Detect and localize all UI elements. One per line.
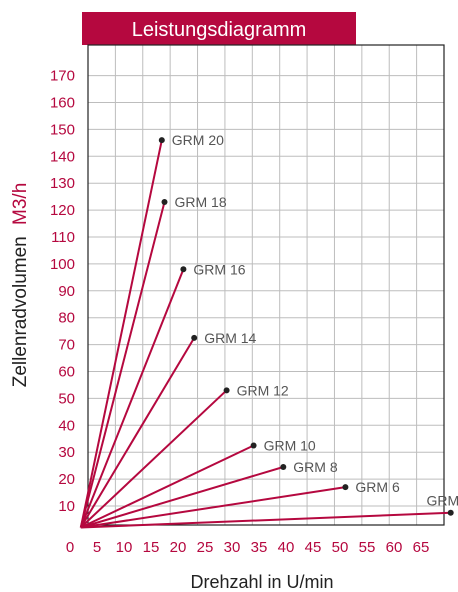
y-tick-label: 140 xyxy=(50,148,75,165)
x-tick-label: 5 xyxy=(93,539,101,556)
series-label: GRM 8 xyxy=(293,459,338,475)
y-tick-label: 120 xyxy=(50,202,75,219)
series-point xyxy=(158,137,165,144)
series-label: GRM 18 xyxy=(175,194,227,210)
x-tick-label: 15 xyxy=(143,539,160,556)
series-line xyxy=(80,486,346,529)
series-line xyxy=(79,268,185,528)
x-tick-label: 30 xyxy=(224,539,241,556)
series-line xyxy=(80,466,284,529)
series-label: GRM 20 xyxy=(172,132,224,148)
y-tick-label: 80 xyxy=(58,310,75,327)
series-point xyxy=(342,484,349,491)
series-point xyxy=(180,266,187,273)
x-axis-label: Drehzahl in U/min xyxy=(190,572,333,592)
series-line xyxy=(79,337,196,529)
y-axis-label-unit: M3/h xyxy=(10,183,31,225)
series: GRM 20 GRM 18 GRM 16 GRM 14 GRM 12 GRM 10 GRM … xyxy=(79,132,458,529)
series-point xyxy=(161,199,168,206)
y-axis-label-main: Zellenradvolumen xyxy=(10,236,31,387)
series-point xyxy=(447,509,454,516)
series-point xyxy=(223,387,230,394)
y-tick-label: 20 xyxy=(58,471,75,488)
x-tick-label: 25 xyxy=(197,539,214,556)
y-tick-label: 130 xyxy=(50,175,75,192)
series-line xyxy=(80,389,228,529)
y-tick-label: 30 xyxy=(58,444,75,461)
series-point xyxy=(280,463,287,470)
y-tick-label: 100 xyxy=(50,256,75,273)
x-tick-label: 20 xyxy=(170,539,187,556)
series-label: GRM 16 xyxy=(193,261,245,277)
series-label: GRM 6 xyxy=(355,479,400,495)
x-tick-label: 60 xyxy=(386,539,403,556)
series-point xyxy=(250,442,257,449)
series-line xyxy=(80,511,451,529)
y-tick-label: 150 xyxy=(50,121,75,138)
y-tick-label: 160 xyxy=(50,95,75,112)
y-tick-label: 170 xyxy=(50,68,75,85)
y-tick-label: 40 xyxy=(58,417,75,434)
chart-title-bar xyxy=(82,12,356,45)
series-label: GRM 14 xyxy=(204,330,256,346)
grid xyxy=(88,45,445,525)
y-tick-label: 60 xyxy=(58,364,75,381)
x-tick-label: 45 xyxy=(305,539,322,556)
y-tick-label: 50 xyxy=(58,390,75,407)
series-label: GRM 10 xyxy=(264,437,316,453)
y-tick-label: 110 xyxy=(51,229,75,246)
y-axis-ticks: 10 20 30 40 50 60 70 80 90 100 110 120 130 140 150 160 1… xyxy=(50,68,75,515)
x-tick-label: 0 xyxy=(66,539,74,556)
x-tick-label: 40 xyxy=(278,539,295,556)
y-axis-label: Zellenradvolumen M3/h xyxy=(10,183,31,388)
plot-frame xyxy=(87,44,445,526)
x-tick-label: 65 xyxy=(413,539,430,556)
y-tick-label: 70 xyxy=(58,337,75,354)
x-tick-label: 10 xyxy=(116,539,133,556)
x-tick-label: 55 xyxy=(359,539,376,556)
x-tick-label: 50 xyxy=(332,539,349,556)
x-tick-label: 35 xyxy=(251,539,268,556)
series-line xyxy=(79,139,163,528)
series-line xyxy=(79,201,166,528)
series-line xyxy=(80,444,255,529)
y-tick-label: 10 xyxy=(58,498,75,515)
y-tick-label: 90 xyxy=(58,283,75,300)
chart-title: Leistungsdiagramm xyxy=(132,19,307,41)
series-label: GRM 4 xyxy=(427,493,458,509)
series-label: GRM 12 xyxy=(237,382,289,398)
series-point xyxy=(191,334,198,341)
x-axis-ticks: 0 5 10 15 20 25 30 35 40 45 50 55 60 65 xyxy=(66,539,430,556)
